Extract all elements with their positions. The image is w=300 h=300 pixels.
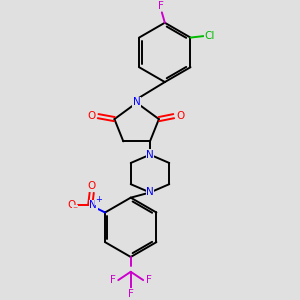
Text: F: F xyxy=(146,275,152,285)
Text: O: O xyxy=(67,200,75,210)
Text: Cl: Cl xyxy=(204,31,215,41)
Text: N: N xyxy=(133,97,140,107)
Text: N: N xyxy=(89,200,97,210)
Text: ⁻: ⁻ xyxy=(72,206,77,215)
Text: +: + xyxy=(95,195,102,204)
Text: N: N xyxy=(146,150,154,160)
Text: F: F xyxy=(128,289,134,299)
Text: O: O xyxy=(88,181,96,191)
Text: O: O xyxy=(176,111,184,121)
Text: O: O xyxy=(88,111,96,121)
Text: F: F xyxy=(158,1,164,11)
Text: N: N xyxy=(146,188,154,197)
Text: F: F xyxy=(110,275,116,285)
